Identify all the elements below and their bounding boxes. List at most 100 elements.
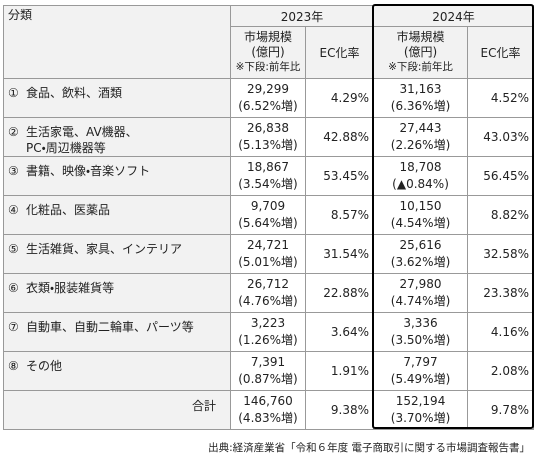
market-value: 27,980 xyxy=(399,277,442,291)
market-value: 10,150 xyxy=(399,199,442,213)
market-value: 7,391 xyxy=(250,355,286,369)
row-name: その他 xyxy=(26,359,63,373)
header-row: 分類 2023年 2024年 xyxy=(3,5,535,79)
category-cell: ⑦ 自動車、自動二輪車、パーツ等 xyxy=(3,312,231,352)
row-name: 生活雑貨、家具、インテリア xyxy=(26,242,183,256)
ec-cell: 53.45% xyxy=(304,156,375,196)
market-cell: 31,163 (6.36%増) xyxy=(373,78,469,118)
growth-value: (5.49%増) xyxy=(390,372,451,386)
data-row: ④ 化粧品、医薬品 9,709 (5.64%増) 8.57% 10,150 (4.54%増)… xyxy=(3,195,535,235)
year-header: 2024年 xyxy=(373,5,535,27)
market-label: 市場規模 (億円) xyxy=(396,30,445,59)
growth-value: (▲0.84%) xyxy=(392,177,449,191)
ec-cell: 43.03% xyxy=(467,117,535,157)
ec-cell: 8.57% xyxy=(304,195,375,235)
ec-cell: 31.54% xyxy=(304,234,375,274)
market-value: 152,194 xyxy=(395,394,446,408)
ec-cell: 23.38% xyxy=(467,273,535,313)
row-number: ① xyxy=(8,86,19,100)
header-row: 市場規模 (億円) ※下段:前年比 EC化率 市場規模 (億円) ※下段:前年比 EC化率 xyxy=(4,26,535,79)
ec-cell: 4.16% xyxy=(467,312,535,352)
row-number: ⑧ xyxy=(8,359,19,373)
data-row: ① 食品、飲料、酒類 29,299 (6.52%増) 4.29% 31,163 (6.36%… xyxy=(3,78,535,118)
market-cell: 26,712 (4.76%増) xyxy=(230,273,306,313)
growth-value: (6.36%増) xyxy=(390,99,451,113)
market-value: 26,838 xyxy=(247,121,289,135)
market-cell: 29,299 (6.52%増) xyxy=(230,78,306,118)
ec-cell: 8.82% xyxy=(467,195,535,235)
growth-value: (5.13%増) xyxy=(238,138,298,152)
category-cell: ⑤ 生活雑貨、家具、インテリア xyxy=(3,234,231,274)
growth-value: (4.54%増) xyxy=(390,216,451,230)
market-cell: 146,760 (4.83%増) xyxy=(230,390,306,430)
category-cell: ① 食品、飲料、酒類 xyxy=(3,78,231,118)
market-cell: 27,980 (4.74%増) xyxy=(373,273,469,313)
market-label: 市場規模 (億円) xyxy=(243,30,292,59)
ec-cell: 56.45% xyxy=(467,156,535,196)
market-value: 31,163 xyxy=(399,82,442,96)
data-row: ⑧ その他 7,391 (0.87%増) 1.91% 7,797 (5.49%増) 2.08% xyxy=(3,351,535,391)
market-cell: 18,867 (3.54%増) xyxy=(230,156,306,196)
market-header: 市場規模 (億円) ※下段:前年比 xyxy=(373,26,469,79)
row-name: 自動車、自動二輪車、パーツ等 xyxy=(26,320,194,334)
market-value: 29,299 xyxy=(247,82,289,96)
growth-value: (4.74%増) xyxy=(390,294,451,308)
category-header: 分類 xyxy=(3,5,231,79)
market-cell: 24,721 (5.01%増) xyxy=(230,234,306,274)
ec-header: EC化率 xyxy=(467,26,535,79)
market-table: 分類 2023年 2024年 市場規模 (億円) ※下段:前年比 EC化率 市場規模 (億円… xyxy=(3,5,535,430)
row-number: ③ xyxy=(8,164,19,178)
category-cell: ② 生活家電、AV機器、 PC・周辺機器等 xyxy=(3,117,231,157)
growth-value: (4.76%増) xyxy=(238,294,298,308)
market-cell: 27,443 (2.26%増) xyxy=(373,117,469,157)
growth-value: (3.54%増) xyxy=(238,177,298,191)
market-cell: 18,708 (▲0.84%) xyxy=(373,156,469,196)
market-cell: 3,223 (1.26%増) xyxy=(230,312,306,352)
total-label: 合計 xyxy=(3,390,231,430)
category-cell: ⑥ 衣類・服装雑貨等 xyxy=(3,273,231,313)
data-row: ⑥ 衣類・服装雑貨等 26,712 (4.76%増) 22.88% 27,980 (4.74… xyxy=(3,273,535,313)
row-name: 生活家電、AV機器、 PC・周辺機器等 xyxy=(26,125,138,155)
growth-value: (5.01%増) xyxy=(238,255,298,269)
market-value: 27,443 xyxy=(399,121,442,135)
growth-value: (1.26%増) xyxy=(238,333,298,347)
market-value: 146,760 xyxy=(243,394,293,408)
table-body: 分類 2023年 2024年 市場規模 (億円) ※下段:前年比 EC化率 市場規模 (億円… xyxy=(3,5,535,430)
growth-value: (3.62%増) xyxy=(390,255,451,269)
data-row: ⑤ 生活雑貨、家具、インテリア 24,721 (5.01%増) 31.54% 25,616… xyxy=(3,234,535,274)
row-number: ⑦ xyxy=(8,320,19,334)
row-name: 衣類・服装雑貨等 xyxy=(26,281,115,295)
market-cell: 25,616 (3.62%増) xyxy=(373,234,469,274)
data-row: ③ 書籍、映像・音楽ソフト 18,867 (3.54%増) 53.45% 18,708 (▲… xyxy=(3,156,535,196)
market-value: 3,223 xyxy=(250,316,286,330)
market-value: 18,708 xyxy=(399,160,442,174)
ec-cell: 4.52% xyxy=(467,78,535,118)
row-number: ④ xyxy=(8,203,19,217)
source-note: 出典:経済産業省「令和６年度 電子商取引に関する市場調査報告書」 xyxy=(208,442,530,454)
total-row: 合計 146,760 (4.83%増) 9.38% 152,194 (3.70%増) 9.7… xyxy=(3,390,535,430)
category-cell: ③ 書籍、映像・音楽ソフト xyxy=(3,156,231,196)
growth-value: (2.26%増) xyxy=(390,138,451,152)
market-value: 26,712 xyxy=(247,277,289,291)
growth-value: (3.70%増) xyxy=(390,411,451,425)
market-value: 3,336 xyxy=(403,316,438,330)
row-name: 化粧品、医薬品 xyxy=(26,203,111,217)
data-row: ② 生活家電、AV機器、 PC・周辺機器等 26,838 (5.13%増) 42.88%… xyxy=(3,117,535,157)
row-name: 食品、飲料、酒類 xyxy=(26,86,123,100)
ec-cell: 1.91% xyxy=(304,351,375,391)
market-value: 24,721 xyxy=(247,238,289,252)
market-cell: 3,336 (3.50%増) xyxy=(373,312,469,352)
market-value: 18,867 xyxy=(247,160,289,174)
note-label: ※下段:前年比 xyxy=(388,61,453,73)
row-name: 書籍、映像・音楽ソフト xyxy=(26,164,151,178)
ec-cell: 9.78% xyxy=(467,390,535,430)
growth-value: (6.52%増) xyxy=(238,99,298,113)
growth-value: (5.64%増) xyxy=(238,216,298,230)
ec-cell: 3.64% xyxy=(304,312,375,352)
note-label: ※下段:前年比 xyxy=(235,61,301,73)
ec-header: EC化率 xyxy=(304,26,375,79)
category-cell: ④ 化粧品、医薬品 xyxy=(3,195,231,235)
market-cell: 10,150 (4.54%増) xyxy=(373,195,469,235)
ec-cell: 2.08% xyxy=(467,351,535,391)
